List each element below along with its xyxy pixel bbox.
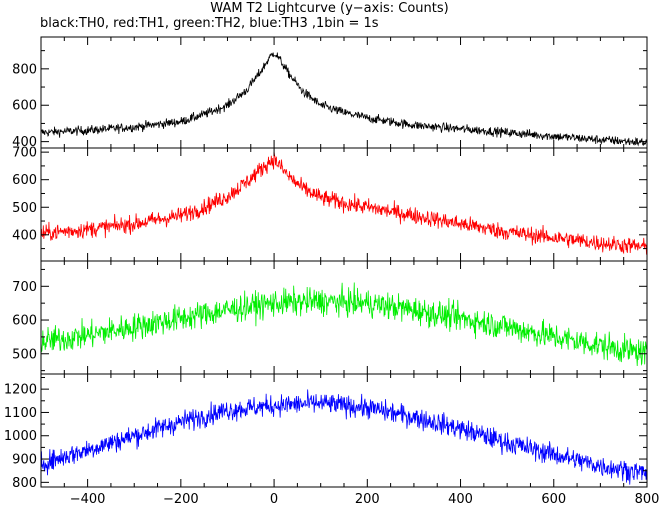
x-tick-label: 600 bbox=[541, 492, 566, 505]
panel-3-ytick-label: 900 bbox=[12, 453, 37, 468]
x-tick-label: −400 bbox=[70, 492, 106, 505]
x-tick-label: 200 bbox=[355, 492, 380, 505]
panel-3-ytick-label: 1200 bbox=[4, 383, 37, 398]
x-tick-label: 800 bbox=[635, 492, 659, 505]
series-0-line bbox=[41, 52, 647, 147]
panel-2-frame bbox=[40, 260, 648, 375]
panel-0-ytick-label: 800 bbox=[12, 62, 37, 77]
panel-2-ytick-label: 500 bbox=[12, 347, 37, 362]
panel-0-ytick-label: 400 bbox=[12, 135, 37, 150]
panel-2-ytick-label: 700 bbox=[12, 280, 37, 295]
panel-3-ytick-label: 1100 bbox=[4, 406, 37, 421]
panel-1-ytick-label: 400 bbox=[12, 228, 37, 243]
series-1-line bbox=[41, 151, 647, 255]
series-3-line bbox=[41, 389, 647, 485]
x-tick-label: 400 bbox=[448, 492, 473, 505]
x-tick-label: 0 bbox=[270, 492, 278, 505]
x-tick-label: −200 bbox=[163, 492, 199, 505]
chart-subtitle: black:TH0, red:TH1, green:TH2, blue:TH3 … bbox=[40, 16, 379, 31]
panel-3-ytick-label: 1000 bbox=[4, 429, 37, 444]
panel-1-ytick-label: 600 bbox=[12, 173, 37, 188]
chart-title: WAM T2 Lightcurve (y−axis: Counts) bbox=[210, 1, 449, 16]
panel-2-ytick-label: 600 bbox=[12, 314, 37, 329]
series-2-line bbox=[41, 282, 647, 366]
panel-3-frame bbox=[40, 373, 648, 488]
panel-1-ytick-label: 500 bbox=[12, 201, 37, 216]
panel-3-ytick-label: 800 bbox=[12, 476, 37, 491]
panel-1-ytick-label: 700 bbox=[12, 146, 37, 161]
panel-0-ytick-label: 600 bbox=[12, 99, 37, 114]
